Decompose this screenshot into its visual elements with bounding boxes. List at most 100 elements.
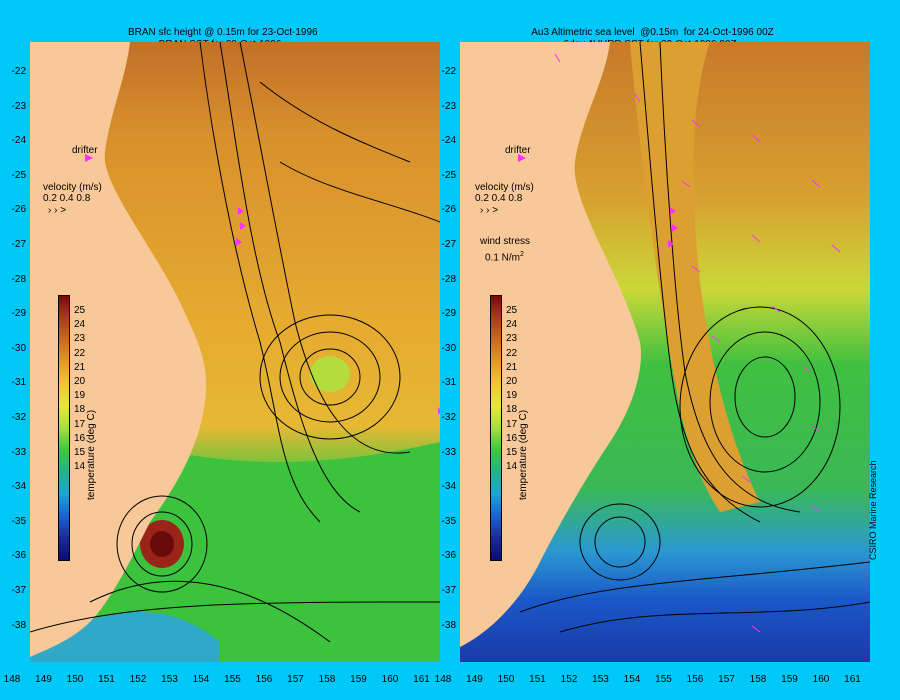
right-colorbar-tick: 16 xyxy=(506,432,518,444)
right-lat-tick: -28 xyxy=(441,273,456,285)
wind-stress-title: wind stress xyxy=(480,236,531,247)
left-colorbar-tick: 24 xyxy=(74,319,86,331)
land-area xyxy=(460,42,641,647)
left-colorbar xyxy=(58,295,70,561)
right-lon-tick: 148 xyxy=(434,674,452,685)
left-lat-tick: -25 xyxy=(11,169,26,181)
left-colorbar-tick: 15 xyxy=(74,447,86,458)
right-lat-tick: -31 xyxy=(441,377,456,389)
right-colorbar-tick: 20 xyxy=(506,376,518,387)
left-velocity-arrows: › › > xyxy=(48,205,67,216)
left-lat-tick: -33 xyxy=(11,446,26,458)
left-lon-tick: 160 xyxy=(381,674,399,685)
credit-label: CSIRO Marine Research xyxy=(868,460,878,560)
right-lat-tick: -23 xyxy=(441,100,456,112)
left-lat-tick: -36 xyxy=(11,550,26,562)
right-colorbar-tick: 22 xyxy=(506,347,518,359)
left-velocity-title: velocity (m/s) xyxy=(43,182,102,193)
wind-stress-arrows xyxy=(554,53,841,633)
left-colorbar-tick: 18 xyxy=(74,404,86,416)
right-lon-tick: 152 xyxy=(560,674,578,685)
land-area xyxy=(30,42,207,657)
right-lat-tick: -36 xyxy=(441,550,456,562)
left-drifter-label: drifter xyxy=(72,145,98,156)
right-lat-tick: -30 xyxy=(441,342,456,354)
right-lon-tick: 158 xyxy=(749,674,767,685)
left-lat-tick: -26 xyxy=(11,204,26,216)
right-colorbar-tick: 24 xyxy=(506,319,518,331)
left-velocity-values: 0.2 0.4 0.8 xyxy=(43,193,91,204)
left-lon-tick: 152 xyxy=(129,674,147,685)
right-lat-tick: -24 xyxy=(441,135,456,147)
right-lat-tick: -26 xyxy=(441,204,456,216)
left-lon-tick: 154 xyxy=(192,674,210,685)
right-colorbar-tick: 23 xyxy=(506,333,518,345)
cool-eddy xyxy=(310,356,350,392)
right-colorbar-title: temperature (deg C) xyxy=(518,409,529,500)
sea-level-contours xyxy=(30,42,440,643)
left-lat-tick: -37 xyxy=(11,585,26,596)
sea-level-contours xyxy=(519,42,870,633)
left-lon-tick: 158 xyxy=(318,674,336,685)
left-lon-tick: 149 xyxy=(35,674,52,685)
right-colorbar-tick: 25 xyxy=(506,305,518,316)
right-drifter-label: drifter xyxy=(505,145,531,156)
left-lon-tick: 157 xyxy=(287,674,304,685)
right-lon-tick: 160 xyxy=(812,674,830,685)
left-map-panel[interactable] xyxy=(30,42,440,662)
right-lat-tick: -25 xyxy=(441,169,456,181)
right-lon-tick: 149 xyxy=(466,674,483,685)
left-lat-tick: -22 xyxy=(11,66,26,77)
right-colorbar-tick: 21 xyxy=(506,361,518,373)
left-lon-tick: 161 xyxy=(413,674,430,685)
right-lat-tick: -33 xyxy=(441,446,456,458)
warm-current xyxy=(630,42,760,512)
right-velocity-arrows: › › > xyxy=(480,205,499,216)
left-colorbar-tick: 23 xyxy=(74,333,86,345)
left-lon-tick: 150 xyxy=(66,674,84,685)
right-colorbar-tick: 19 xyxy=(506,390,518,402)
right-lat-tick: -34 xyxy=(441,481,456,493)
right-lon-tick: 155 xyxy=(655,674,672,685)
right-lon-tick: 153 xyxy=(592,674,609,685)
right-lon-tick: 156 xyxy=(686,674,704,685)
right-map-panel[interactable] xyxy=(460,42,870,662)
right-lat-tick: -38 xyxy=(441,619,456,631)
left-lat-tick: -30 xyxy=(11,342,26,354)
right-map-svg xyxy=(460,42,870,662)
left-colorbar-tick: 22 xyxy=(74,347,86,359)
left-lon-tick: 151 xyxy=(98,674,115,685)
left-lon-tick: 148 xyxy=(3,674,21,685)
left-lat-tick: -34 xyxy=(11,481,26,493)
left-colorbar-tick: 21 xyxy=(74,361,86,373)
left-colorbar-title: temperature (deg C) xyxy=(86,409,97,500)
right-colorbar-tick: 17 xyxy=(506,418,518,430)
wind-stress-value: 0.1 N/m2 xyxy=(485,251,524,264)
left-colorbar-tick: 20 xyxy=(74,376,86,387)
drifter-arrows xyxy=(518,154,678,248)
left-lon-tick: 155 xyxy=(224,674,241,685)
right-lon-tick: 150 xyxy=(497,674,515,685)
right-lat-tick: -32 xyxy=(441,412,456,423)
right-colorbar-tick: 18 xyxy=(506,404,518,416)
right-lat-tick: -35 xyxy=(441,515,456,527)
left-lat-tick: -32 xyxy=(11,412,26,423)
right-lon-tick: 161 xyxy=(844,674,861,685)
right-velocity-values: 0.2 0.4 0.8 xyxy=(475,193,523,204)
left-map-svg xyxy=(30,42,440,662)
right-lon-tick: 151 xyxy=(529,674,546,685)
right-lon-tick: 154 xyxy=(623,674,641,685)
left-lat-tick: -28 xyxy=(11,273,26,285)
left-lat-tick: -24 xyxy=(11,135,26,147)
right-lat-tick: -22 xyxy=(441,66,456,77)
right-lat-tick: -29 xyxy=(441,308,456,320)
left-lat-tick: -29 xyxy=(11,308,26,320)
left-colorbar-tick: 25 xyxy=(74,305,86,316)
left-lat-tick: -35 xyxy=(11,515,26,527)
left-colorbar-tick: 14 xyxy=(74,461,86,473)
left-lon-tick: 153 xyxy=(161,674,178,685)
left-lat-tick: -38 xyxy=(11,619,26,631)
right-colorbar xyxy=(490,295,502,561)
left-lat-tick: -31 xyxy=(11,377,26,389)
right-lat-tick: -37 xyxy=(441,585,456,596)
